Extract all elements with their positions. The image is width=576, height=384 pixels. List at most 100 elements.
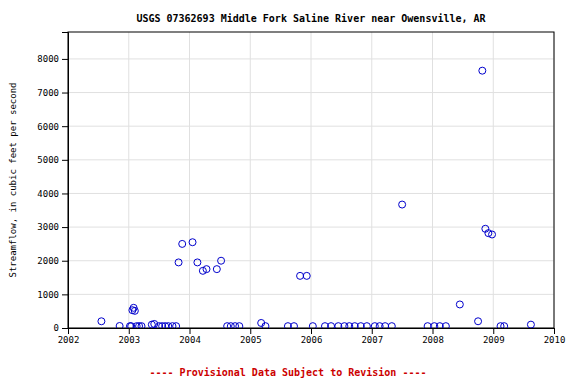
point — [189, 239, 196, 246]
tick-mark — [62, 193, 68, 194]
point — [489, 231, 496, 238]
tick: 8000 — [37, 54, 68, 64]
grid-line-x — [371, 32, 372, 328]
tick-label: 6000 — [37, 122, 59, 132]
grid-line-y — [68, 260, 554, 261]
tick-mark — [62, 261, 68, 262]
grid-line-x — [189, 32, 190, 328]
tick-mark — [62, 294, 68, 295]
tick-mark — [62, 227, 68, 228]
plot: 2002 2003 2004 2005 2006 2007 2008 2009 2010 0 100… — [37, 32, 565, 345]
tick: 2009 — [483, 328, 505, 345]
grid-line-y — [68, 159, 554, 160]
tick-label: 2006 — [301, 335, 323, 345]
point — [382, 323, 389, 328]
tick-label: 2002 — [58, 335, 80, 345]
point — [290, 323, 297, 328]
point — [527, 321, 534, 328]
tick: 6000 — [37, 122, 68, 132]
tick: 5000 — [37, 155, 68, 165]
tick: 2005 — [240, 328, 262, 345]
grid-line-y — [68, 126, 554, 127]
tick-label: 8000 — [37, 54, 59, 64]
tick: 2003 — [118, 328, 140, 345]
tick-mark — [190, 328, 191, 334]
tick: 2007 — [361, 328, 383, 345]
tick-label: 7000 — [37, 88, 59, 98]
tick-label: 5000 — [37, 155, 59, 165]
grid — [68, 32, 554, 328]
grid-line-y — [68, 58, 554, 59]
point — [424, 323, 431, 328]
tick: 4000 — [37, 189, 68, 199]
tick-mark — [62, 160, 68, 161]
tick-mark — [62, 59, 68, 60]
grid-line-y — [68, 294, 554, 295]
tick: 1000 — [37, 290, 68, 300]
point — [116, 322, 123, 328]
tick: 2004 — [179, 328, 201, 345]
point — [363, 323, 370, 328]
chart: 2002 2003 2004 2005 2006 2007 2008 2009 2010 0 100… — [0, 0, 576, 384]
tick-mark — [62, 126, 68, 127]
annotation: ---- Provisional Data Subject to Revisio… — [150, 367, 427, 378]
tick-label: 3000 — [37, 222, 59, 232]
grid-line-y — [68, 227, 554, 228]
point — [399, 201, 406, 208]
tick: 3000 — [37, 222, 68, 232]
tick-mark — [433, 328, 434, 334]
tick-label: 0 — [54, 323, 59, 333]
tick: 2010 — [544, 328, 566, 345]
grid-line-x — [493, 32, 494, 328]
tick-mark — [62, 93, 68, 94]
points — [98, 67, 535, 328]
point — [236, 323, 243, 328]
grid-line-x — [311, 32, 312, 328]
tick-mark — [311, 328, 312, 334]
tick-label: 2003 — [118, 335, 140, 345]
tick-label: 2005 — [240, 335, 262, 345]
point — [328, 323, 335, 328]
tick-label: 2004 — [179, 335, 201, 345]
y-axis: 0 1000 2000 3000 4000 5000 6000 7000 8000 — [37, 33, 68, 334]
tick-label: 2007 — [361, 335, 383, 345]
point — [218, 257, 225, 264]
point — [309, 323, 316, 328]
axis-line — [69, 329, 555, 335]
grid-line-y — [68, 92, 554, 93]
point — [479, 67, 486, 74]
tick-mark — [129, 328, 130, 334]
point — [175, 259, 182, 266]
tick-label: 4000 — [37, 189, 59, 199]
tick: 2000 — [37, 256, 68, 266]
plot-frame — [68, 32, 554, 328]
tick-label: 1000 — [37, 290, 59, 300]
grid-line-y — [68, 193, 554, 194]
point — [194, 259, 201, 266]
tick-mark — [250, 328, 251, 334]
tick: 2008 — [422, 328, 444, 345]
title: USGS 07362693 Middle Fork Saline River n… — [136, 13, 486, 24]
grid-line-x — [128, 32, 129, 328]
point — [475, 318, 482, 325]
point — [213, 266, 220, 273]
point — [173, 323, 180, 328]
y-axis-title: Streamflow, in cubic feet per second — [8, 82, 18, 277]
grid-line-x — [432, 32, 433, 328]
point — [138, 323, 145, 328]
tick: 2002 — [58, 328, 80, 345]
point — [297, 272, 304, 279]
axis-line — [62, 33, 69, 329]
point — [131, 307, 138, 314]
point — [456, 301, 463, 308]
tick-label: 2008 — [422, 335, 444, 345]
tick: 0 — [54, 323, 68, 333]
tick: 7000 — [37, 88, 68, 98]
tick-label: 2010 — [544, 335, 566, 345]
x-axis: 2002 2003 2004 2005 2006 2007 2008 2009 2010 — [58, 328, 566, 345]
tick-mark — [493, 328, 494, 334]
point — [501, 323, 508, 328]
tick-mark — [62, 328, 68, 329]
tick: 2006 — [301, 328, 323, 345]
tick-mark — [554, 328, 555, 334]
